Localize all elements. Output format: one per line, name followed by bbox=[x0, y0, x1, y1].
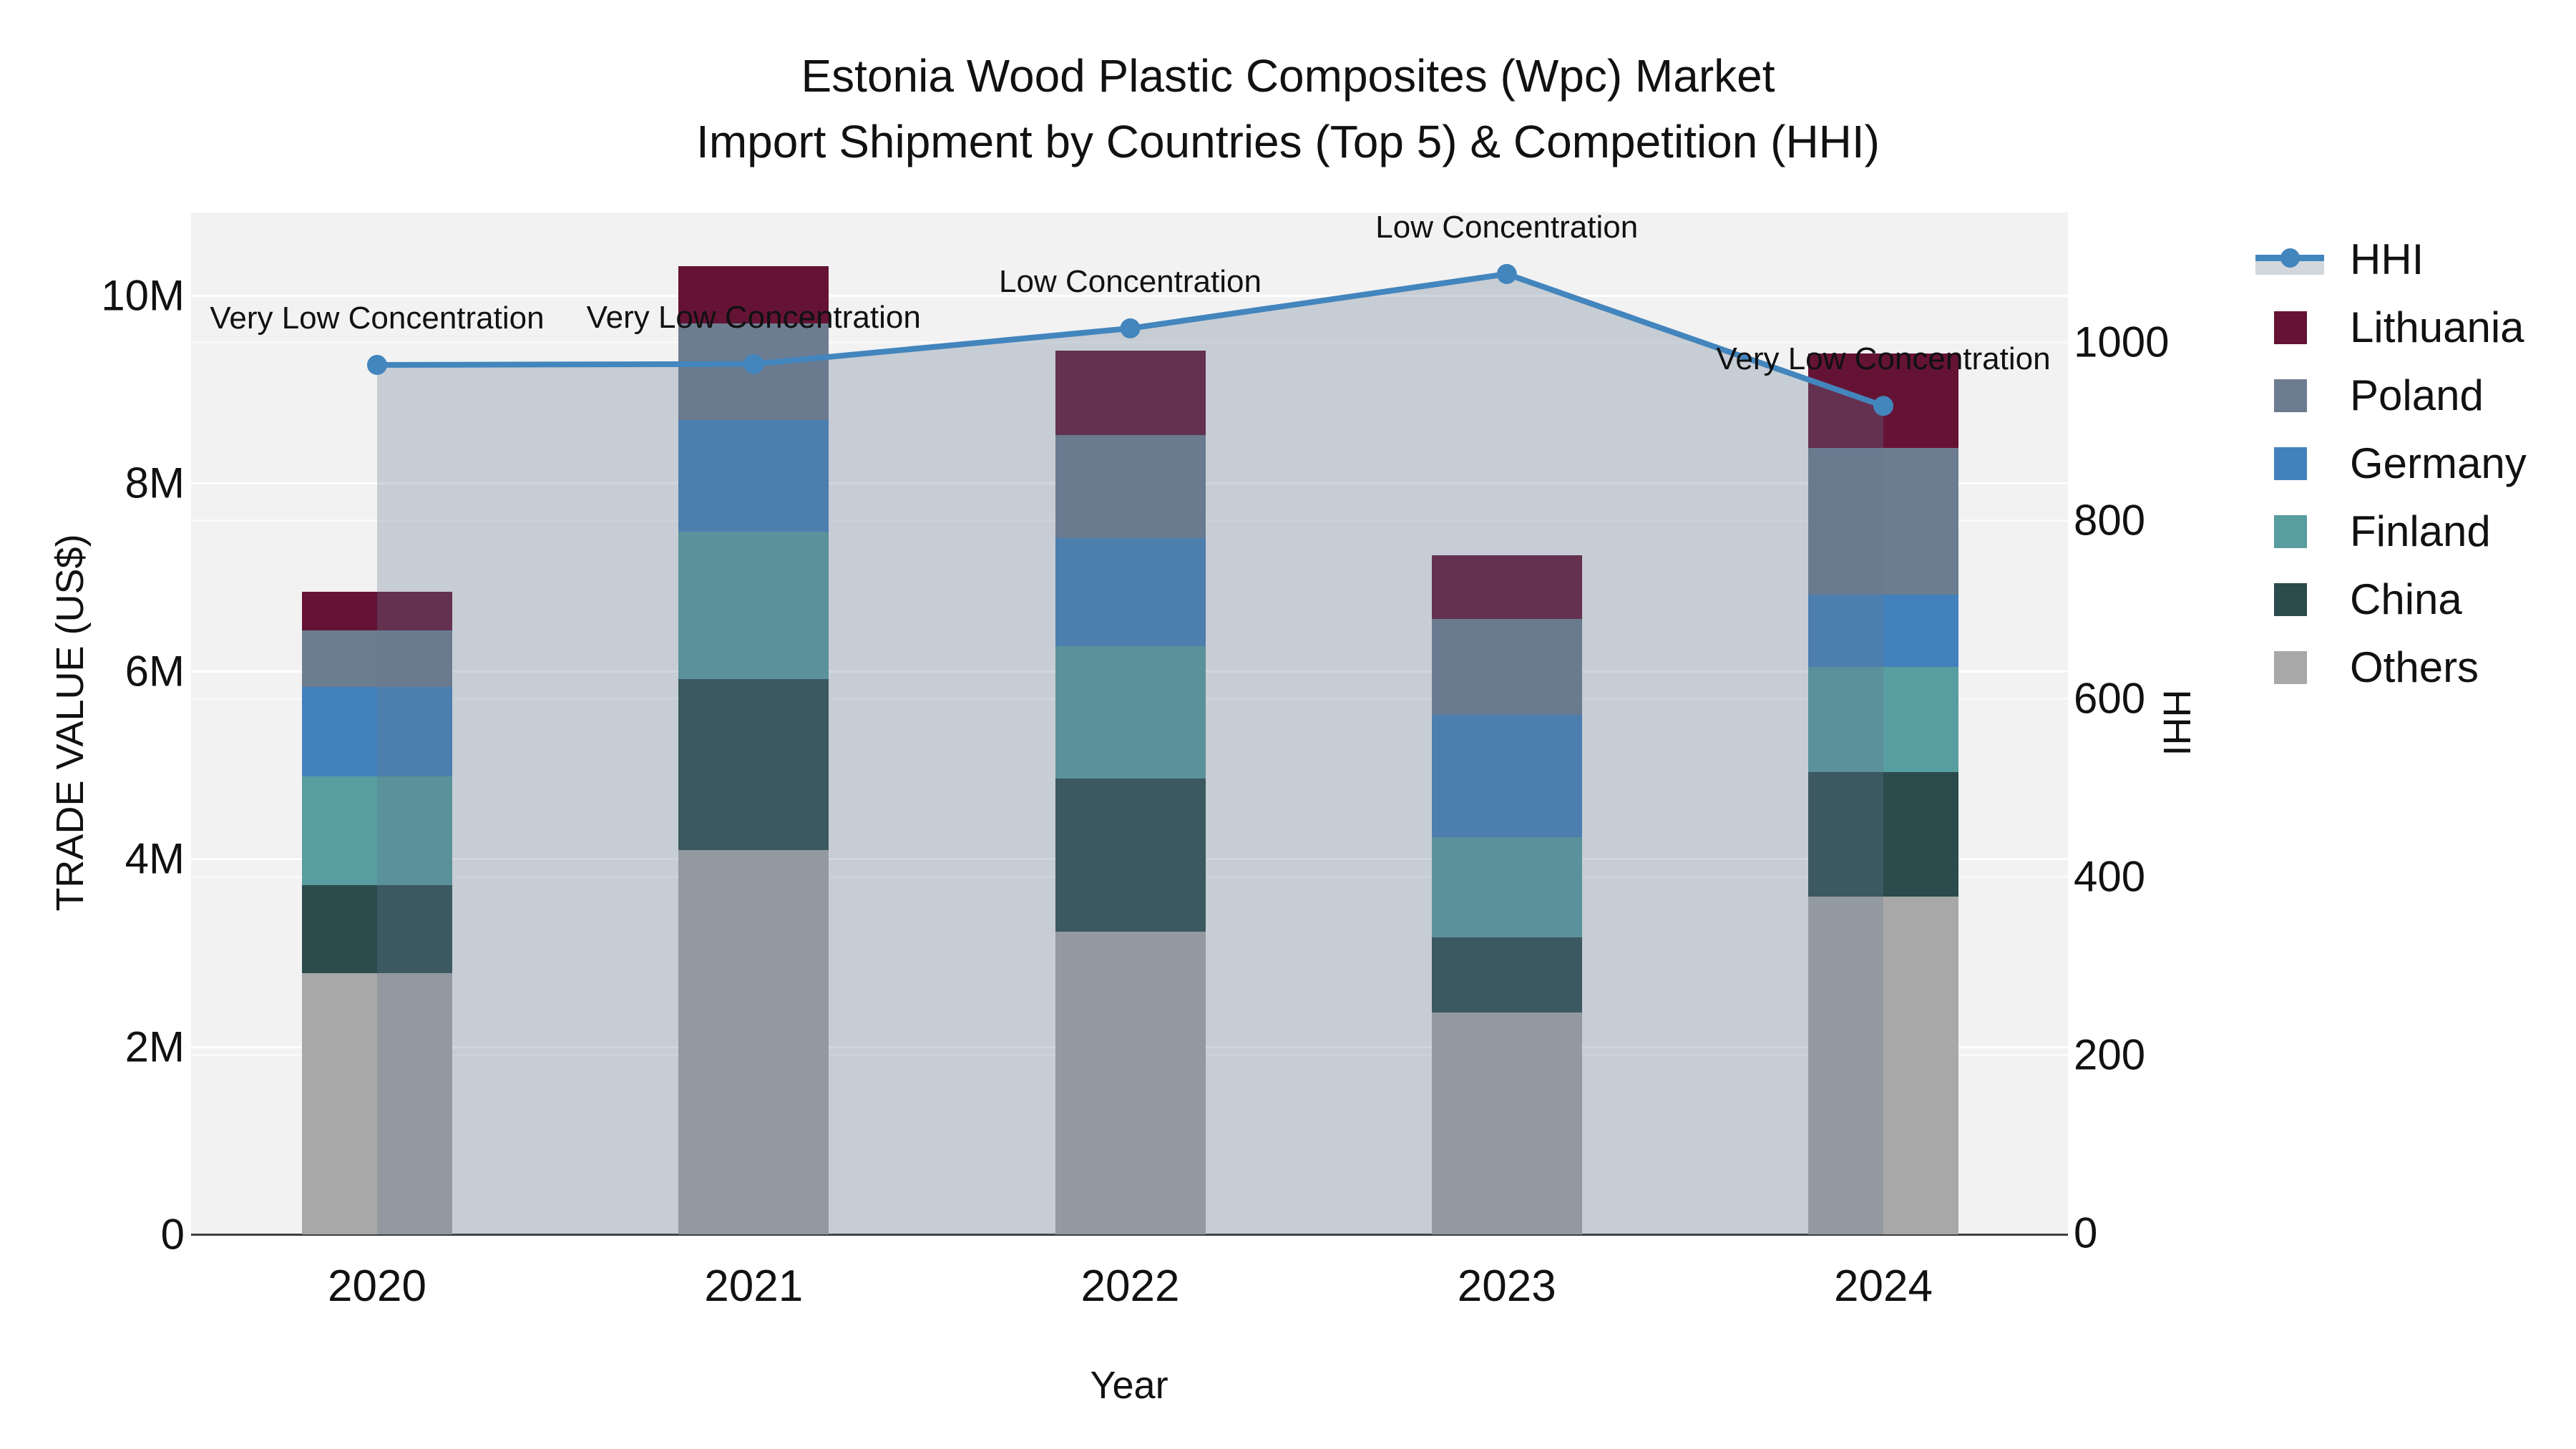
legend-item-hhi[interactable]: HHI bbox=[2255, 225, 2527, 293]
y-left-tick-10M: 10M bbox=[101, 271, 185, 319]
y-left-tick-0: 0 bbox=[160, 1210, 185, 1259]
annotation-2021: Very Low Concentration bbox=[586, 299, 921, 335]
series-color-swatch-icon bbox=[2255, 514, 2334, 548]
bar-segment-china-2022 bbox=[1055, 779, 1206, 932]
y-left-tick-4M: 4M bbox=[125, 834, 185, 883]
y-left-tick-2M: 2M bbox=[125, 1023, 185, 1070]
bar-segment-others-2021 bbox=[678, 850, 829, 1234]
bar-segment-china-2023 bbox=[1431, 937, 1582, 1013]
y-left-tick-6M: 6M bbox=[125, 647, 185, 695]
bar-segment-germany-2024 bbox=[1808, 595, 1958, 668]
x-tick-2022: 2022 bbox=[1080, 1262, 1180, 1311]
legend: HHI Lithuania Poland Germany Finland China Oth… bbox=[2255, 225, 2527, 701]
series-color-swatch-icon bbox=[2255, 650, 2334, 684]
bar-segment-others-2024 bbox=[1808, 896, 1958, 1234]
legend-label: Others bbox=[2350, 643, 2479, 691]
bar-segment-others-2023 bbox=[1431, 1013, 1582, 1234]
series-color-swatch-icon bbox=[2255, 311, 2334, 344]
x-tick-2020: 2020 bbox=[328, 1262, 426, 1311]
annotation-2020: Very Low Concentration bbox=[210, 300, 545, 336]
bar-segment-poland-2021 bbox=[678, 323, 829, 421]
y-right-tick-600: 600 bbox=[2074, 674, 2146, 723]
bar-segment-china-2020 bbox=[302, 884, 452, 974]
y-right-tick-0: 0 bbox=[2074, 1209, 2098, 1257]
bar-segment-finland-2022 bbox=[1055, 646, 1206, 779]
y-right-tick-800: 800 bbox=[2074, 496, 2146, 545]
bar-segment-germany-2021 bbox=[678, 420, 829, 532]
bar-segment-poland-2022 bbox=[1055, 435, 1206, 539]
annotation-2023: Low Concentration bbox=[1375, 209, 1639, 245]
annotation-2022: Low Concentration bbox=[999, 263, 1262, 299]
legend-label: Poland bbox=[2350, 371, 2484, 419]
legend-label: China bbox=[2350, 575, 2462, 623]
legend-item-china[interactable]: China bbox=[2255, 565, 2527, 633]
bar-segment-lithuania-2020 bbox=[302, 592, 452, 631]
bar-segment-others-2020 bbox=[302, 973, 452, 1234]
bar-segment-germany-2022 bbox=[1055, 538, 1206, 647]
y-right-tick-1000: 1000 bbox=[2074, 318, 2170, 366]
bar-segment-lithuania-2023 bbox=[1431, 555, 1582, 620]
bar-segment-poland-2020 bbox=[302, 630, 452, 687]
y-right-tick-200: 200 bbox=[2074, 1030, 2146, 1079]
x-tick-2024: 2024 bbox=[1834, 1262, 1933, 1311]
y-left-tick-8M: 8M bbox=[125, 459, 185, 507]
x-axis-line bbox=[191, 1234, 2068, 1236]
hhi-line-swatch-icon bbox=[2255, 242, 2334, 278]
bar-segment-poland-2023 bbox=[1431, 619, 1582, 716]
legend-item-poland[interactable]: Poland bbox=[2255, 361, 2527, 429]
y-axis-right-title: HHI bbox=[2155, 689, 2198, 756]
series-color-swatch-icon bbox=[2255, 582, 2334, 616]
bar-segment-finland-2020 bbox=[302, 776, 452, 885]
bar-segment-lithuania-2022 bbox=[1055, 350, 1206, 436]
series-color-swatch-icon bbox=[2255, 379, 2334, 412]
bar-segment-germany-2020 bbox=[302, 686, 452, 776]
legend-item-others[interactable]: Others bbox=[2255, 633, 2527, 701]
legend-label: Lithuania bbox=[2350, 303, 2524, 351]
legend-item-finland[interactable]: Finland bbox=[2255, 497, 2527, 565]
legend-label: Finland bbox=[2350, 507, 2491, 555]
x-tick-2023: 2023 bbox=[1457, 1262, 1556, 1311]
bar-segment-finland-2021 bbox=[678, 532, 829, 680]
x-tick-2021: 2021 bbox=[704, 1262, 804, 1311]
annotation-2024: Very Low Concentration bbox=[1716, 341, 2051, 377]
legend-item-germany[interactable]: Germany bbox=[2255, 429, 2527, 497]
x-axis-title: Year bbox=[1090, 1364, 1169, 1407]
bar-segment-others-2022 bbox=[1055, 932, 1206, 1234]
bar-segment-china-2021 bbox=[678, 679, 829, 851]
chart-title-line1: Estonia Wood Plastic Composites (Wpc) Ma… bbox=[801, 50, 1775, 102]
bar-segment-china-2024 bbox=[1808, 772, 1958, 897]
chart-title: Estonia Wood Plastic Composites (Wpc) Ma… bbox=[696, 43, 1880, 175]
bar-segment-germany-2023 bbox=[1431, 715, 1582, 837]
series-color-swatch-icon bbox=[2255, 447, 2334, 480]
legend-label: Germany bbox=[2350, 439, 2527, 487]
chart-title-line2: Import Shipment by Countries (Top 5) & C… bbox=[696, 116, 1880, 167]
y-right-tick-400: 400 bbox=[2074, 852, 2146, 901]
bar-segment-finland-2024 bbox=[1808, 667, 1958, 773]
legend-item-lithuania[interactable]: Lithuania bbox=[2255, 293, 2527, 361]
legend-label: HHI bbox=[2350, 235, 2424, 283]
bar-segment-poland-2024 bbox=[1808, 448, 1958, 595]
bar-segment-finland-2023 bbox=[1431, 836, 1582, 938]
